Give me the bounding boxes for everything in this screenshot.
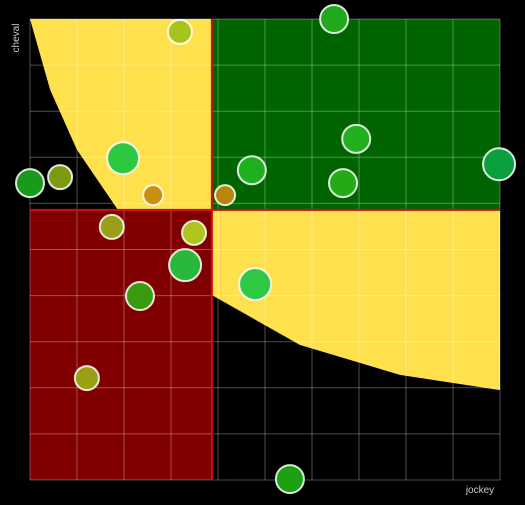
bubble	[238, 267, 273, 302]
x-axis-label: jockey	[465, 485, 494, 496]
bubble	[181, 219, 208, 246]
bubble	[98, 213, 125, 240]
plot	[15, 4, 517, 495]
bubble	[142, 184, 165, 207]
bubble	[47, 164, 74, 191]
bubble	[214, 184, 237, 207]
bubble	[124, 281, 155, 312]
bubble	[15, 168, 45, 199]
bubble	[319, 4, 350, 34]
bubble	[168, 248, 203, 283]
bubble	[482, 147, 517, 182]
bubble	[274, 464, 305, 495]
bubble	[341, 123, 372, 154]
y-axis-label: cheval	[11, 24, 22, 53]
bubble	[166, 18, 193, 45]
bubble	[328, 168, 359, 199]
bubble	[106, 141, 141, 176]
bubble	[236, 155, 267, 186]
bubble	[73, 365, 100, 392]
